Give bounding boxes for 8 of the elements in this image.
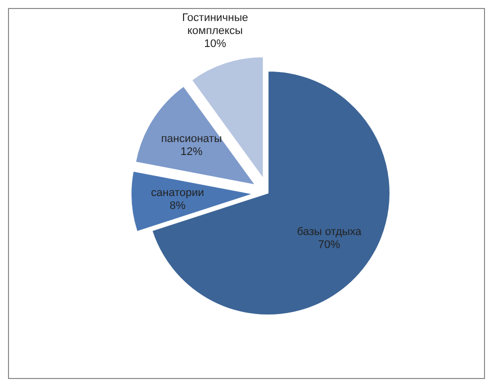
data-label: 10% [204, 38, 226, 50]
data-label: 70% [318, 238, 340, 251]
slice-label: базы отдыха [296, 226, 362, 238]
slice-label: Гостиничные комплексы [182, 12, 248, 38]
slice-label: санатории [151, 187, 204, 200]
slice-label: пансионаты [161, 132, 222, 145]
data-label: 8% [170, 200, 186, 212]
data-label: 12% [180, 146, 203, 158]
